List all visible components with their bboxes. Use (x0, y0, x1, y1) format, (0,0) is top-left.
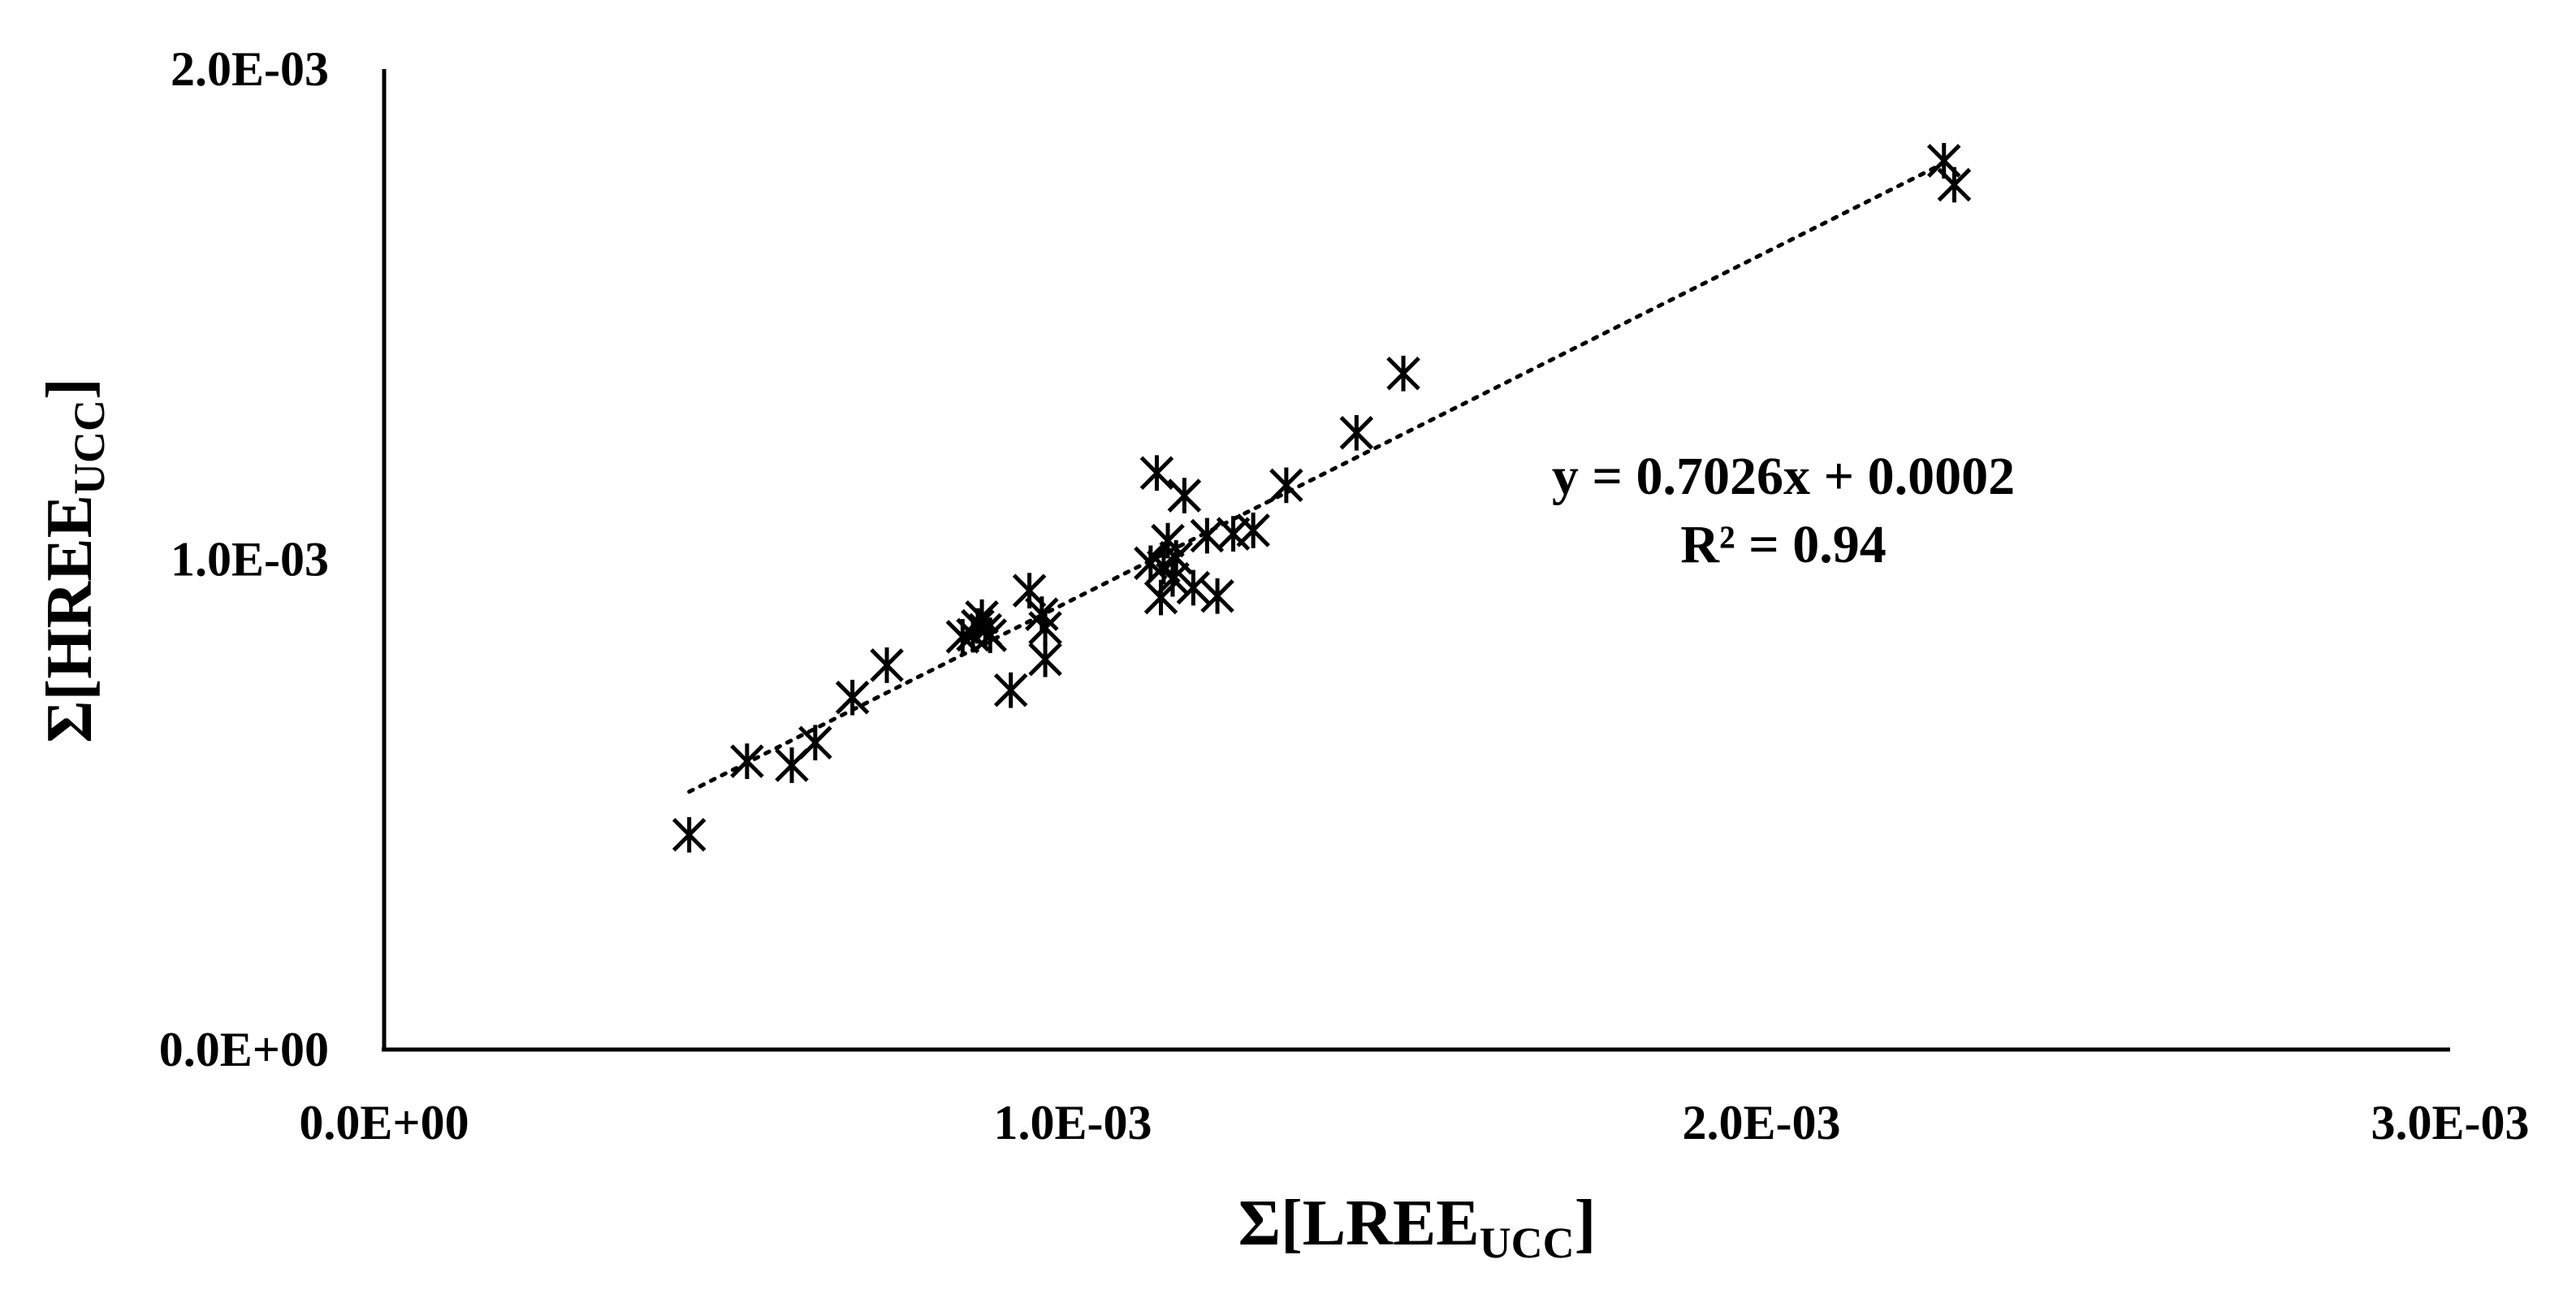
data-point (1028, 610, 1062, 646)
data-points (672, 143, 1972, 853)
data-point (1139, 455, 1174, 491)
y-axis-title-subscript: UCC (65, 400, 114, 495)
data-point (1156, 561, 1190, 597)
data-point (870, 647, 904, 683)
y-tick-label: 0.0E+00 (159, 1023, 329, 1076)
x-tick-labels: 0.0E+00 1.0E-03 2.0E-03 3.0E-03 (299, 1096, 2529, 1149)
data-point (1176, 569, 1211, 606)
y-tick-label: 2.0E-03 (171, 42, 329, 96)
data-point (973, 617, 1008, 653)
data-point (1269, 467, 1303, 504)
data-point (1236, 513, 1270, 548)
y-tick-labels: 0.0E+00 1.0E-03 2.0E-03 (159, 42, 329, 1076)
x-tick-label: 1.0E-03 (994, 1096, 1152, 1149)
data-point (1937, 167, 1972, 203)
y-tick-label: 1.0E-03 (171, 533, 329, 587)
data-point (1167, 478, 1202, 513)
trendline (687, 161, 1947, 794)
data-point (1339, 414, 1374, 451)
data-point (993, 672, 1028, 708)
data-point (672, 816, 707, 853)
x-tick-label: 2.0E-03 (1683, 1096, 1841, 1149)
data-point (1190, 517, 1225, 554)
trendline-equation: y = 0.7026x + 0.0002 (1552, 447, 2015, 506)
r-squared-label: R² = 0.94 (1680, 515, 1887, 574)
data-point (1028, 641, 1062, 677)
x-axis-title-subscript: UCC (1480, 1219, 1575, 1267)
data-point (1200, 578, 1234, 614)
x-tick-label: 0.0E+00 (299, 1096, 469, 1149)
y-axis-title: Σ[HREEUCC] (34, 378, 114, 742)
x-tick-label: 3.0E-03 (2371, 1096, 2530, 1149)
data-point (1386, 355, 1420, 392)
data-point (1159, 539, 1193, 576)
x-axis-title: Σ[LREEUCC] (1238, 1188, 1596, 1267)
data-point (798, 725, 832, 761)
